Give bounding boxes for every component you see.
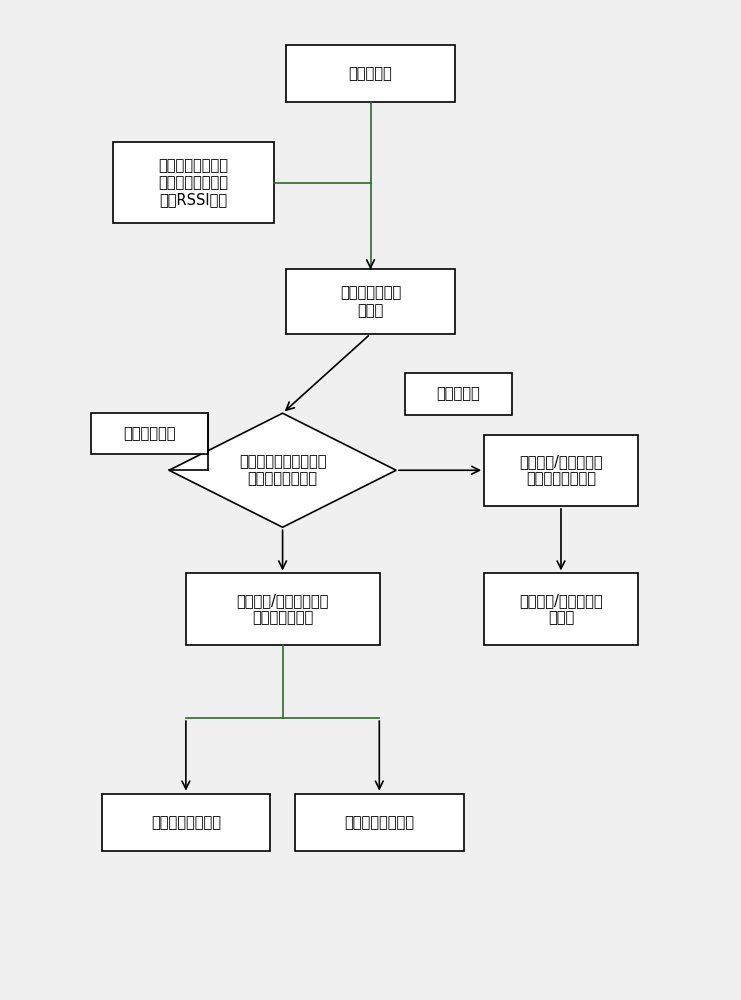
- Text: 信号数据分析处理
芯片从手机主芯片
获取RSSI信息: 信号数据分析处理 芯片从手机主芯片 获取RSSI信息: [158, 158, 228, 208]
- Text: 辅助发射/接收天线射频
开关处于开状态: 辅助发射/接收天线射频 开关处于开状态: [236, 593, 329, 625]
- Polygon shape: [169, 413, 396, 527]
- Bar: [185, 573, 379, 645]
- Bar: [102, 794, 270, 851]
- Text: 未受到干扰: 未受到干扰: [436, 386, 480, 401]
- Bar: [90, 413, 207, 454]
- Bar: [295, 794, 464, 851]
- Bar: [286, 45, 455, 102]
- Text: 手机主芯片: 手机主芯片: [348, 66, 393, 81]
- Text: 信号数据分析处理芯片
判定是否受到干扰: 信号数据分析处理芯片 判定是否受到干扰: [239, 454, 326, 486]
- Text: 收到外部干扰: 收到外部干扰: [123, 426, 176, 441]
- Text: 辅助发射/接收天线射
频开关处于关状态: 辅助发射/接收天线射 频开关处于关状态: [519, 454, 603, 486]
- Bar: [286, 269, 455, 334]
- Text: 信号数据分析处
理芯片: 信号数据分析处 理芯片: [340, 285, 401, 318]
- Bar: [484, 573, 638, 645]
- Text: 辅助接收天线工作: 辅助接收天线工作: [151, 815, 221, 830]
- Bar: [113, 142, 273, 223]
- Text: 辅助发射/接收天线处
于闲置: 辅助发射/接收天线处 于闲置: [519, 593, 603, 625]
- Bar: [484, 435, 638, 506]
- Bar: [405, 373, 511, 415]
- Text: 辅助发射天线工作: 辅助发射天线工作: [345, 815, 414, 830]
